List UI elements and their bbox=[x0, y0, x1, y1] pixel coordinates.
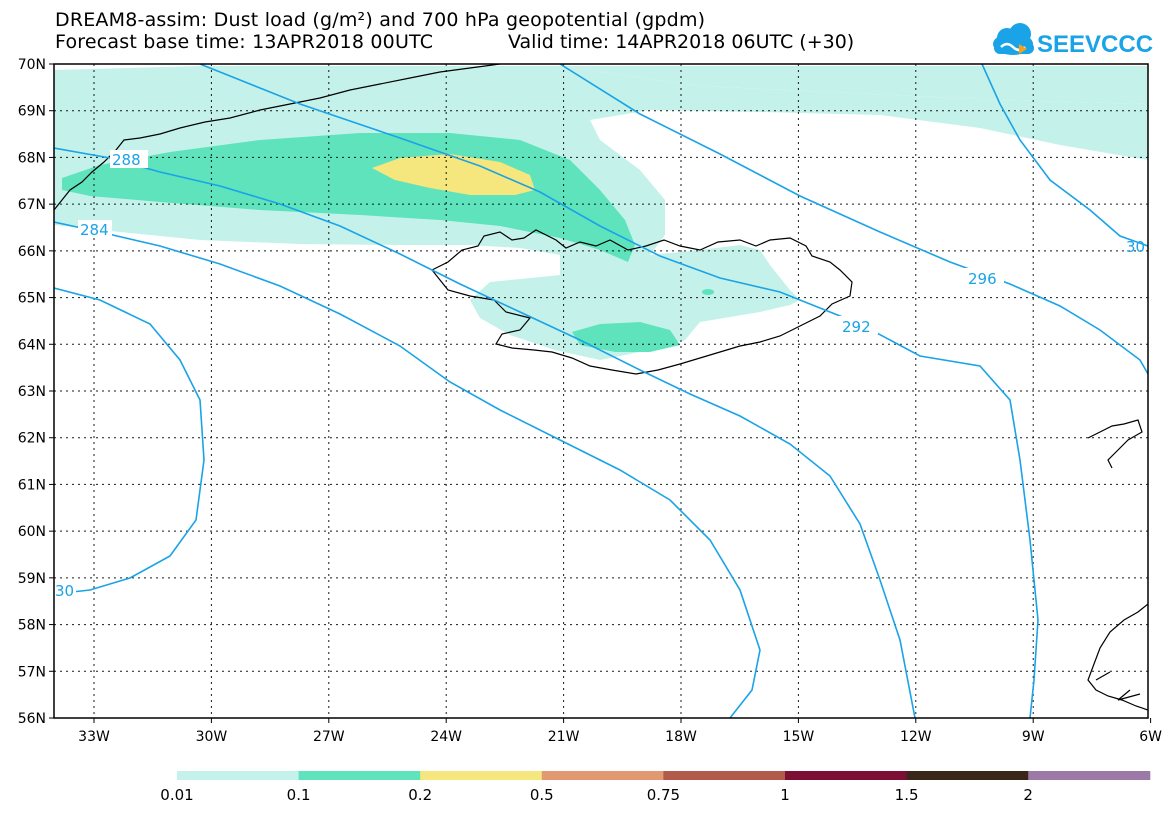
legend-swatch bbox=[298, 771, 421, 780]
lon-label-24W: 24W bbox=[430, 729, 462, 745]
contour-292 bbox=[199, 64, 1039, 718]
legend-label: 0.5 bbox=[529, 786, 554, 804]
iceland-coast bbox=[431, 229, 853, 375]
legend-swatch bbox=[541, 771, 664, 780]
logo-text: SEEVCCC bbox=[1037, 31, 1153, 58]
lon-label-15W: 15W bbox=[783, 729, 815, 745]
lat-label-56N: 56N bbox=[18, 711, 46, 727]
contour-label-300: 30 bbox=[1126, 238, 1145, 256]
scotland-coast bbox=[1087, 603, 1148, 711]
legend-swatch bbox=[785, 771, 908, 780]
seevccc-logo: SEEVCCC bbox=[993, 23, 1153, 58]
lat-label-63N: 63N bbox=[18, 384, 46, 400]
lon-label-18W: 18W bbox=[665, 729, 697, 745]
legend-label: 2 bbox=[1023, 786, 1033, 804]
dust-band-0-2 bbox=[372, 154, 535, 195]
lat-label-59N: 59N bbox=[18, 571, 46, 587]
legend-swatch bbox=[1028, 771, 1151, 780]
contour-label-280: 30 bbox=[55, 582, 74, 600]
legend-label: 0.75 bbox=[646, 786, 681, 804]
lat-label-62N: 62N bbox=[18, 431, 46, 447]
legend-label: 0.01 bbox=[160, 786, 194, 804]
valid-time: Valid time: 14APR2018 06UTC (+30) bbox=[508, 31, 855, 53]
legend-swatch bbox=[906, 771, 1029, 780]
map-title: DREAM8-assim: Dust load (g/m²) and 700 h… bbox=[55, 9, 706, 31]
lat-label-58N: 58N bbox=[18, 618, 46, 634]
lat-label-68N: 68N bbox=[18, 150, 46, 166]
contour-296 bbox=[559, 64, 1148, 375]
lon-label-33W: 33W bbox=[78, 729, 110, 745]
longitude-labels: 33W 30W 27W 24W 21W 18W 15W 12W 9W 6W bbox=[78, 729, 1162, 745]
contour-label-284: 284 bbox=[80, 221, 109, 239]
greenland-coast bbox=[54, 64, 501, 211]
legend-swatch bbox=[663, 771, 786, 780]
contour-284 bbox=[54, 221, 761, 718]
lat-label-67N: 67N bbox=[18, 197, 46, 213]
legend-label: 1.5 bbox=[894, 786, 919, 804]
lat-label-61N: 61N bbox=[18, 477, 46, 493]
faroe-islands bbox=[1087, 419, 1143, 469]
lat-label-64N: 64N bbox=[18, 337, 46, 353]
legend-colorbar bbox=[177, 771, 1151, 780]
dust-band-0-01-east bbox=[560, 66, 1148, 104]
latitude-labels: 70N 69N 68N 67N 66N 65N 64N 63N 62N 61N 60N 59N 58N 5… bbox=[18, 57, 46, 727]
lat-label-57N: 57N bbox=[18, 664, 46, 680]
lon-label-12W: 12W bbox=[900, 729, 932, 745]
cloud-icon bbox=[993, 23, 1034, 55]
lat-label-65N: 65N bbox=[18, 291, 46, 307]
contour-300 bbox=[981, 64, 1148, 247]
lat-label-60N: 60N bbox=[18, 524, 46, 540]
lon-label-30W: 30W bbox=[196, 729, 228, 745]
lon-label-27W: 27W bbox=[313, 729, 345, 745]
dust-field bbox=[54, 66, 1148, 360]
lon-label-6W: 6W bbox=[1139, 729, 1162, 745]
lon-label-9W: 9W bbox=[1022, 729, 1045, 745]
contour-280 bbox=[54, 287, 205, 595]
forecast-base-time: Forecast base time: 13APR2018 00UTC bbox=[55, 31, 434, 53]
contour-labels: 288 284 296 292 30 30 bbox=[54, 150, 1145, 600]
legend-swatch bbox=[177, 771, 300, 780]
legend-swatch bbox=[420, 771, 543, 780]
lat-label-69N: 69N bbox=[18, 104, 46, 120]
dust-band-0-1-south bbox=[572, 322, 680, 352]
legend-label: 0.1 bbox=[286, 786, 311, 804]
contour-288 bbox=[54, 147, 916, 718]
lat-label-66N: 66N bbox=[18, 244, 46, 260]
dust-patch-east bbox=[702, 289, 714, 295]
axis-ticks bbox=[49, 63, 1152, 723]
lat-label-70N: 70N bbox=[18, 57, 46, 73]
outer-islands bbox=[1095, 671, 1141, 701]
contour-label-292: 292 bbox=[842, 318, 871, 336]
legend-label: 0.2 bbox=[408, 786, 433, 804]
grid bbox=[54, 64, 1148, 718]
legend-label: 1 bbox=[780, 786, 790, 804]
lon-label-21W: 21W bbox=[548, 729, 580, 745]
geopotential-contours bbox=[54, 64, 1148, 718]
contour-label-288: 288 bbox=[112, 151, 141, 169]
coastlines bbox=[54, 64, 1148, 711]
contour-label-296: 296 bbox=[968, 270, 997, 288]
